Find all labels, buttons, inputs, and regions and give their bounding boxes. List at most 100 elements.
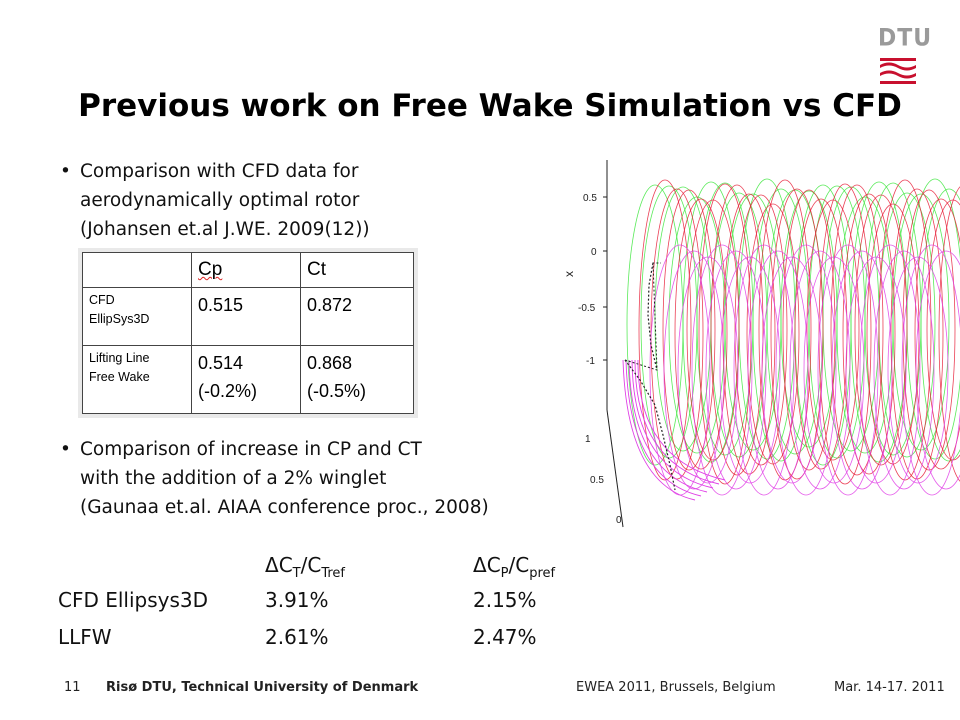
x-tick-label: 0 <box>591 247 597 258</box>
wake-curve <box>663 250 725 490</box>
depth-tick-label: 0 <box>616 515 622 526</box>
wake-curve <box>733 244 795 496</box>
wake-curve <box>782 189 836 471</box>
result-row-name: CFD Ellipsys3D <box>58 588 209 612</box>
table-cell-ct: 0.868 (-0.5%) <box>300 345 414 414</box>
wake-curve <box>873 250 935 490</box>
footer-event: EWEA 2011, Brussels, Belgium <box>576 680 776 695</box>
wake-curve <box>842 193 896 475</box>
wake-curve <box>650 188 704 480</box>
bullet1-line: Comparison with CFD data for <box>60 157 370 186</box>
result-row-ct: 3.91% <box>265 588 329 612</box>
wake-curve <box>622 359 696 501</box>
table-cell-label: CFD EllipSys3D <box>82 287 192 346</box>
table-header-cell: Ct <box>300 252 414 288</box>
dtu-logo: DTU <box>878 25 931 88</box>
wake-curve <box>625 359 702 497</box>
header-c-ref: /C <box>508 553 530 577</box>
wake-curve <box>901 244 960 496</box>
ct-delta: (-0.5%) <box>307 381 367 401</box>
header-sub-ref: pref <box>529 566 556 581</box>
bullet-winglet-comparison: Comparison of increase in CP and CT with… <box>60 435 489 522</box>
header-sub: P <box>500 566 509 581</box>
bullet2-line: with the addition of a 2% winglet <box>80 468 387 489</box>
footer-organization: Risø DTU, Technical University of Denmar… <box>106 680 419 695</box>
header-cp: Cp <box>198 259 223 280</box>
wake-curve <box>887 256 949 484</box>
wake-curve <box>831 250 893 490</box>
table-cell-label: Lifting Line Free Wake <box>82 345 192 414</box>
wake-curve <box>770 188 824 480</box>
table-header-row: Cp Ct <box>82 252 414 288</box>
wake-curve <box>705 250 767 490</box>
wake-curve <box>938 186 960 482</box>
x-axis-label: x <box>562 271 576 277</box>
wake-curve <box>628 359 708 493</box>
header-c: C <box>278 553 293 577</box>
delta-symbol: Δ <box>473 553 487 577</box>
depth-tick-label: 1 <box>585 434 591 445</box>
wake-curve <box>803 256 865 484</box>
blade-polyline <box>624 359 676 491</box>
x-tick-label: -0.5 <box>578 303 596 314</box>
wake-curve <box>775 244 837 496</box>
wake-curve <box>915 250 960 490</box>
wake-curve <box>691 244 753 496</box>
row-label-line: EllipSys3D <box>89 312 150 326</box>
blade-line <box>624 262 676 491</box>
wake-curve <box>902 189 956 471</box>
page-title: Previous work on Free Wake Simulation vs… <box>78 88 902 124</box>
wake-curve <box>761 256 823 484</box>
bullet1-line: (Johansen et.al J.WE. 2009(12)) <box>80 219 370 240</box>
result-row-cp: 2.15% <box>473 588 537 612</box>
table-header-cell: Cp <box>191 252 301 288</box>
blade-polyline <box>647 262 658 371</box>
header-c-ref: /C <box>300 553 322 577</box>
depth-tick-label: 0.5 <box>590 475 604 486</box>
table-row: CFD EllipSys3D 0.515 0.872 <box>82 287 414 346</box>
comparison-table: Cp Ct CFD EllipSys3D 0.515 0.872 Lifting… <box>82 252 414 414</box>
wake-curve <box>674 198 728 470</box>
header-sub: T <box>292 566 301 581</box>
wake-curve <box>845 256 907 484</box>
wake-curve <box>734 194 788 466</box>
logo-waves-icon <box>880 58 916 84</box>
table-cell-cp: 0.514 (-0.2%) <box>191 345 301 414</box>
wake-curve <box>794 198 848 470</box>
result-header-ct: ΔCT/CTref <box>265 553 345 581</box>
result-header-cp: ΔCP/Cpref <box>473 553 555 581</box>
bullet2-line: Comparison of increase in CP and CT <box>60 435 489 464</box>
wake-curve <box>878 179 932 481</box>
wake-curve <box>747 250 809 490</box>
wake-curves <box>622 178 960 501</box>
wake-curve <box>677 256 739 484</box>
result-row-cp: 2.47% <box>473 625 537 649</box>
footer-date: Mar. 14-17. 2011 <box>834 680 945 695</box>
blade-outline <box>624 262 661 371</box>
wake-curve <box>662 189 716 471</box>
table-header-cell <box>82 252 192 288</box>
header-c: C <box>486 553 501 577</box>
wake-curve <box>854 194 908 466</box>
ct-value: 0.868 <box>307 353 353 373</box>
bullet1-line: aerodynamically optimal rotor <box>80 190 360 211</box>
bullet-cfd-comparison: Comparison with CFD data for aerodynamic… <box>60 157 370 244</box>
wake-curve <box>920 188 960 462</box>
result-row-ct: 2.61% <box>265 625 329 649</box>
delta-symbol: Δ <box>265 553 279 577</box>
footer-page-number: 11 <box>64 680 81 695</box>
wake-curve <box>710 184 764 476</box>
cp-delta: (-0.2%) <box>198 381 258 401</box>
result-row-name: LLFW <box>58 625 112 649</box>
wake-curve <box>914 198 960 470</box>
table-row: Lifting Line Free Wake 0.514 (-0.2%) 0.8… <box>82 345 414 414</box>
row-label-line: CFD <box>89 293 115 307</box>
wake-curve <box>789 250 851 490</box>
header-sub-ref: Tref <box>321 566 345 581</box>
wake-curve <box>817 244 879 496</box>
wake-curve <box>719 256 781 484</box>
bullet2-line: (Gaunaa et.al. AIAA conference proc., 20… <box>80 497 489 518</box>
x-tick-label: 0.5 <box>583 193 597 204</box>
table-cell-ct: 0.872 <box>300 287 414 346</box>
wake-curve <box>638 179 692 481</box>
